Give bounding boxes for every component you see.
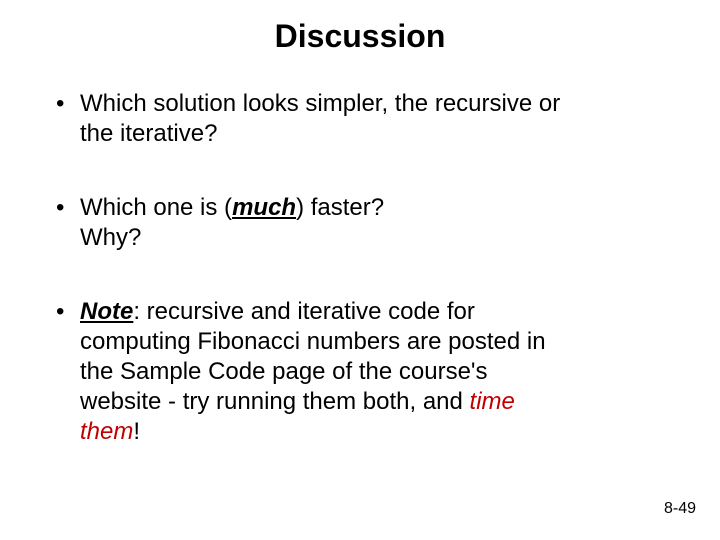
bullet-item: Which solution looks simpler, the recurs… (50, 89, 670, 149)
bullet-text: computing Fibonacci numbers are posted i… (80, 328, 546, 355)
emphasis-text: much (232, 194, 296, 221)
note-label: Note (80, 298, 133, 325)
bullet-text: the Sample Code page of the course's (80, 358, 488, 385)
slide-title: Discussion (50, 18, 670, 55)
accent-text: them (80, 418, 133, 445)
bullet-text: Which one is ( (80, 194, 232, 221)
bullet-item: Note: recursive and iterative code for c… (50, 297, 670, 447)
page-number: 8-49 (664, 500, 696, 518)
bullet-text: ) faster? (296, 194, 384, 221)
bullet-text: Which solution looks simpler, the recurs… (80, 90, 560, 117)
bullet-list: Which solution looks simpler, the recurs… (50, 89, 670, 447)
accent-text: time (470, 388, 515, 415)
bullet-text: website - try running them both, and (80, 388, 470, 415)
bullet-text: the iterative? (80, 120, 217, 147)
slide: Discussion Which solution looks simpler,… (0, 0, 720, 540)
bullet-text: Why? (80, 224, 141, 251)
bullet-text: : recursive and iterative code for (133, 298, 475, 325)
bullet-text: ! (133, 418, 140, 445)
bullet-item: Which one is (much) faster? Why? (50, 193, 670, 253)
